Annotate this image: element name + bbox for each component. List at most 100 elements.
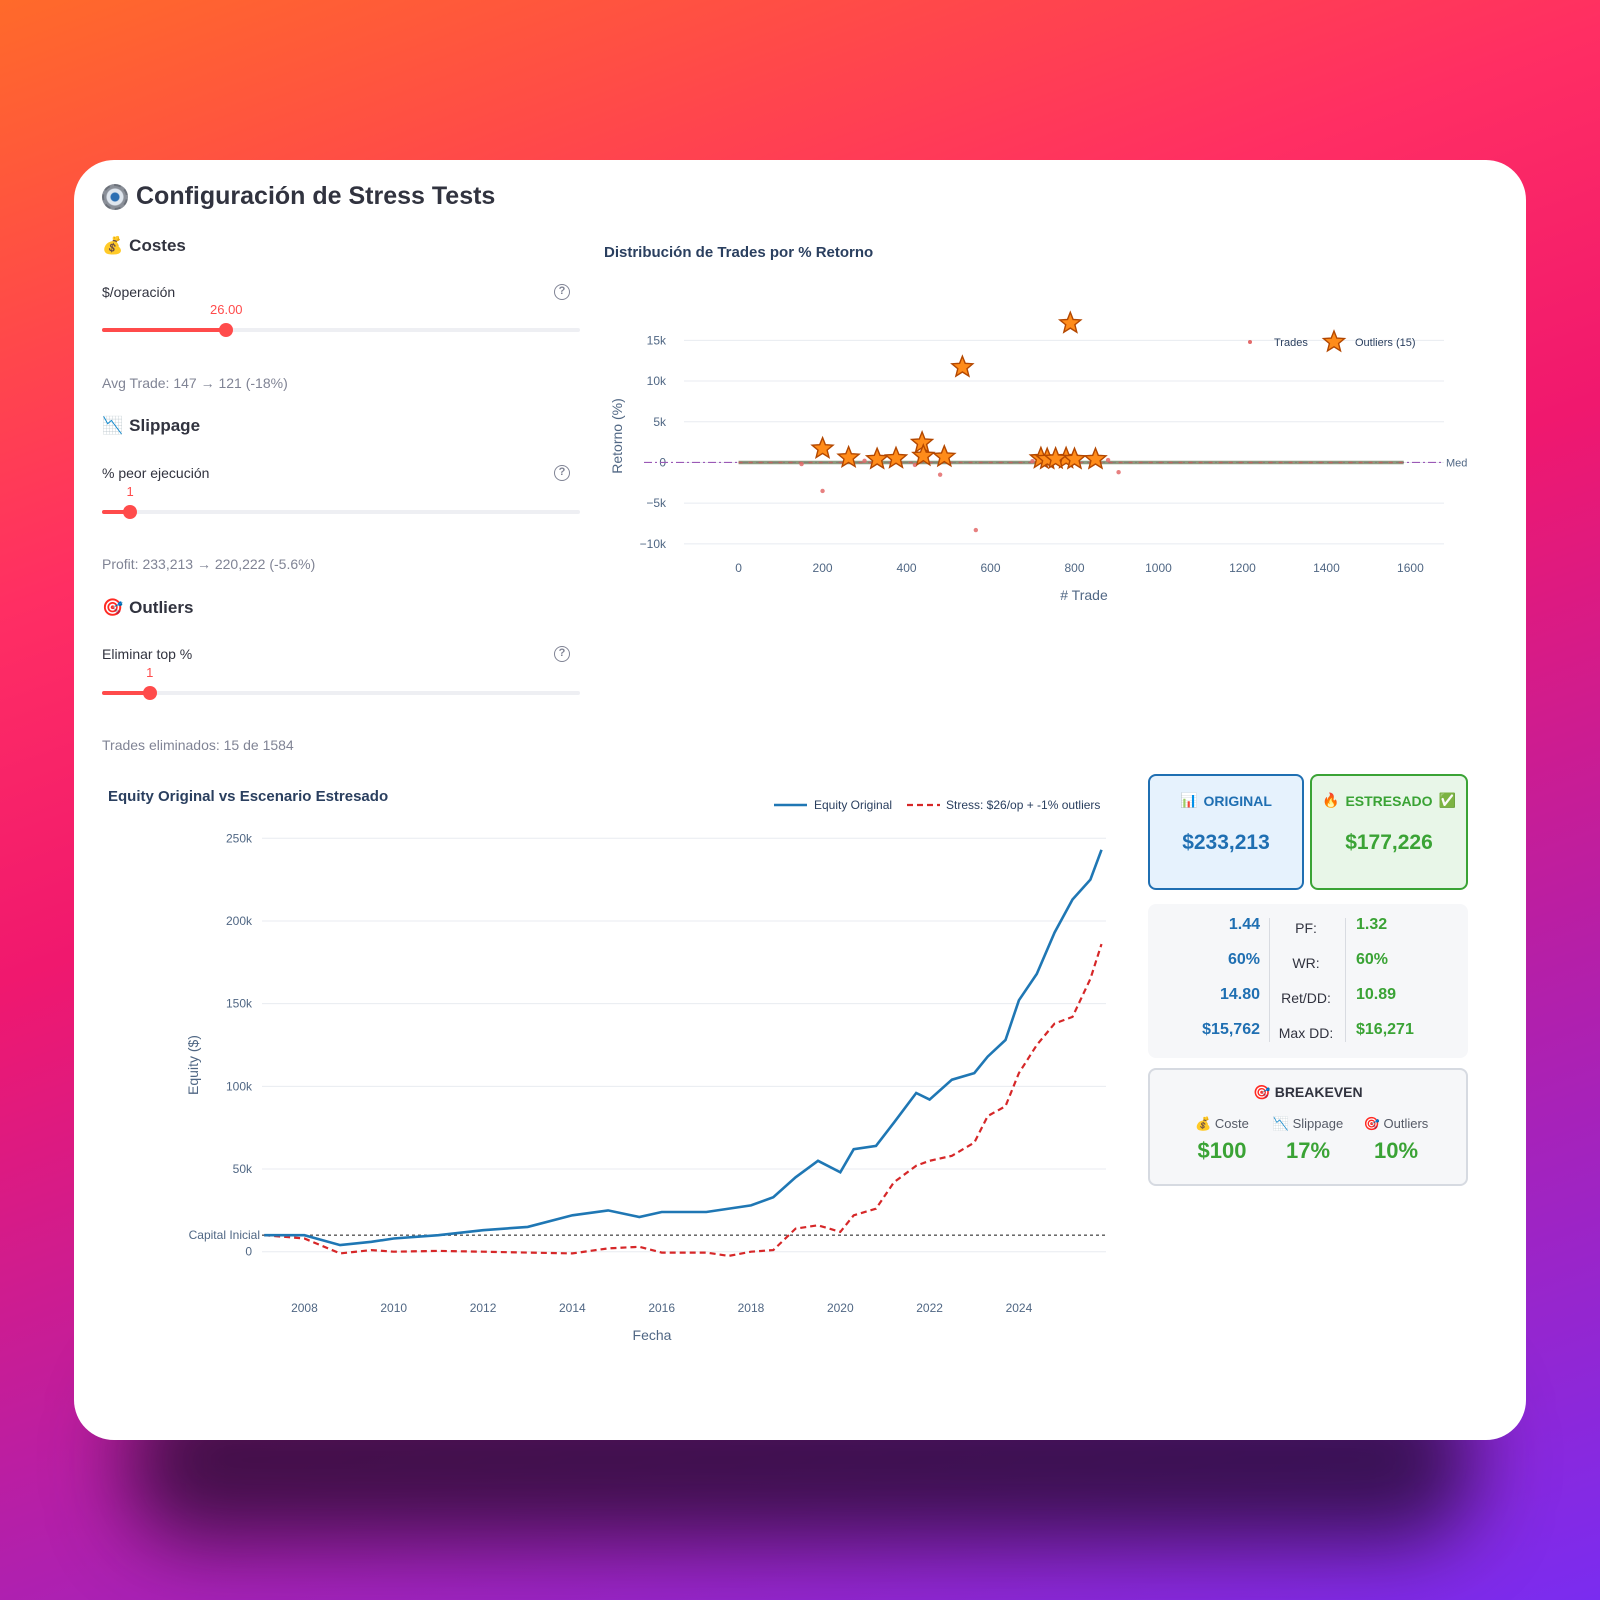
original-metric-box: 📊 ORIGINAL $233,213 xyxy=(1148,774,1304,890)
median-label: Med xyxy=(1446,457,1467,469)
legend-trades-marker xyxy=(1248,340,1252,344)
legend-trades-label: Trades xyxy=(1274,337,1308,349)
stat-label: Ret/DD: xyxy=(1281,990,1331,1006)
chart-down-icon: 📉 xyxy=(1272,1116,1289,1131)
x-axis-label: Fecha xyxy=(633,1327,672,1343)
estresado-metric-box: 🔥 ESTRESADO ✅ $177,226 xyxy=(1310,774,1468,890)
equity-chart-title: Equity Original vs Escenario Estresado xyxy=(108,788,389,805)
x-tick-label: 0 xyxy=(735,561,742,575)
scatter-chart-title: Distribución de Trades por % Retorno xyxy=(604,244,874,261)
x-tick-label: 2022 xyxy=(916,1301,943,1315)
stats-divider xyxy=(1269,918,1270,1042)
breakeven-slippage: 📉 Slippage 17% xyxy=(1258,1116,1358,1164)
capital-inicial-label: Capital Inicial xyxy=(189,1228,260,1242)
y-tick-label: 50k xyxy=(233,1162,253,1176)
stat-label: PF: xyxy=(1295,920,1317,936)
costes-slider-thumb[interactable] xyxy=(219,323,234,337)
y-tick-label: −10k xyxy=(640,537,667,551)
stat-stress: 10.89 xyxy=(1356,986,1397,1003)
y-tick-label: 0 xyxy=(245,1245,252,1259)
original-label-text: ORIGINAL xyxy=(1203,792,1272,809)
breakeven-coste-value: $100 xyxy=(1197,1138,1247,1163)
stat-original: $15,762 xyxy=(1202,1021,1260,1038)
check-icon: ✅ xyxy=(1438,792,1456,808)
costes-heading: 💰 Costes xyxy=(102,236,186,256)
breakeven-slippage-value: 17% xyxy=(1285,1138,1331,1163)
slippage-slider-value: 1 xyxy=(126,484,134,499)
y-axis-label: Retorno (%) xyxy=(609,398,625,473)
outlier-star xyxy=(950,354,975,378)
x-tick-label: 1200 xyxy=(1229,561,1256,575)
original-metric-label: 📊 ORIGINAL xyxy=(1150,792,1302,809)
x-tick-label: 600 xyxy=(981,561,1001,575)
gear-icon xyxy=(102,183,128,210)
stat-row-maxdd: $15,762 Max DD: $16,271 xyxy=(1148,1021,1468,1045)
page-title-text: Configuración de Stress Tests xyxy=(136,182,496,210)
x-tick-label: 2024 xyxy=(1006,1301,1033,1315)
stat-row-retdd: 14.80 Ret/DD: 10.89 xyxy=(1148,986,1468,1010)
costes-caption: Avg Trade: 147 → 121 (-18%) xyxy=(102,375,288,391)
outliers-slider-thumb[interactable] xyxy=(142,686,157,700)
outlier-star xyxy=(932,443,957,468)
trade-point xyxy=(820,488,825,494)
y-tick-label: 15k xyxy=(647,333,667,347)
x-tick-label: 2018 xyxy=(738,1301,765,1315)
costes-slider-value: 26.00 xyxy=(209,302,243,317)
breakeven-coste-label: 💰 Coste xyxy=(1172,1116,1272,1132)
equity-chart[interactable]: 250k 200k 150k 100k 50k 0 2008 2010 2012 2014 2016… xyxy=(94,780,1124,1360)
stat-label: WR: xyxy=(1292,955,1320,971)
outliers-slider[interactable]: 1 xyxy=(102,665,580,700)
stat-stress: 1.32 xyxy=(1356,916,1388,933)
legend-original-label: Equity Original xyxy=(814,798,892,812)
help-icon[interactable]: ? xyxy=(554,646,570,662)
outlier-star xyxy=(883,445,909,469)
slippage-slider-fill xyxy=(102,510,131,514)
y-tick-label: −5k xyxy=(646,496,667,510)
slippage-heading-text: Slippage xyxy=(129,416,201,435)
target-icon: 🎯 xyxy=(102,598,124,617)
y-axis-label: Equity ($) xyxy=(185,1035,201,1095)
costes-slider[interactable]: 26.00 xyxy=(102,302,580,337)
original-metric-value: $233,213 xyxy=(1182,831,1270,854)
trade-point xyxy=(1105,457,1111,463)
stat-row-wr: 60% WR: 60% xyxy=(1148,951,1468,975)
stat-original: 1.44 xyxy=(1228,916,1260,933)
x-tick-label: 2012 xyxy=(470,1301,497,1315)
help-icon[interactable]: ? xyxy=(554,284,570,300)
breakeven-coste: 💰 Coste $100 xyxy=(1172,1116,1272,1164)
breakeven-outliers-value: 10% xyxy=(1373,1138,1419,1163)
page-title: Configuración de Stress Tests xyxy=(102,182,495,211)
breakeven-title: 🎯 BREAKEVEN xyxy=(1150,1084,1466,1101)
stress-equity-line xyxy=(264,943,1103,1258)
slippage-slider[interactable]: 1 xyxy=(102,484,580,519)
x-tick-label: 2010 xyxy=(380,1301,407,1315)
outlier-star xyxy=(1043,445,1068,470)
target-icon: 🎯 xyxy=(1253,1084,1271,1100)
money-bag-icon: 💰 xyxy=(1195,1116,1212,1131)
slippage-caption: Profit: 233,213 → 220,222 (-5.6%) xyxy=(102,556,316,572)
outliers-slider-label: Eliminar top % xyxy=(102,646,193,662)
bar-chart-icon: 📊 xyxy=(1180,792,1198,808)
x-axis-label: # Trade xyxy=(1060,587,1108,603)
slippage-slider-thumb[interactable] xyxy=(123,505,138,519)
outlier-star xyxy=(911,442,936,467)
outlier-star xyxy=(810,435,835,460)
estresado-metric-value: $177,226 xyxy=(1345,831,1433,854)
y-tick-label: 10k xyxy=(647,374,667,388)
y-tick-label: 5k xyxy=(653,415,667,429)
help-icon[interactable]: ? xyxy=(554,465,570,481)
breakeven-outliers-label: 🎯 Outliers xyxy=(1346,1116,1446,1132)
x-tick-label: 2008 xyxy=(291,1301,318,1315)
stats-divider xyxy=(1345,918,1346,1042)
y-tick-label: 200k xyxy=(226,914,253,928)
y-tick-label: 150k xyxy=(226,997,253,1011)
outlier-star xyxy=(864,446,890,470)
target-icon: 🎯 xyxy=(1363,1116,1380,1131)
x-tick-label: 2016 xyxy=(648,1301,675,1315)
outliers-heading: 🎯 Outliers xyxy=(102,598,193,618)
x-tick-label: 1400 xyxy=(1313,561,1340,575)
stat-original: 14.80 xyxy=(1219,986,1260,1003)
x-tick-label: 1000 xyxy=(1145,561,1172,575)
outlier-star xyxy=(1057,310,1083,334)
